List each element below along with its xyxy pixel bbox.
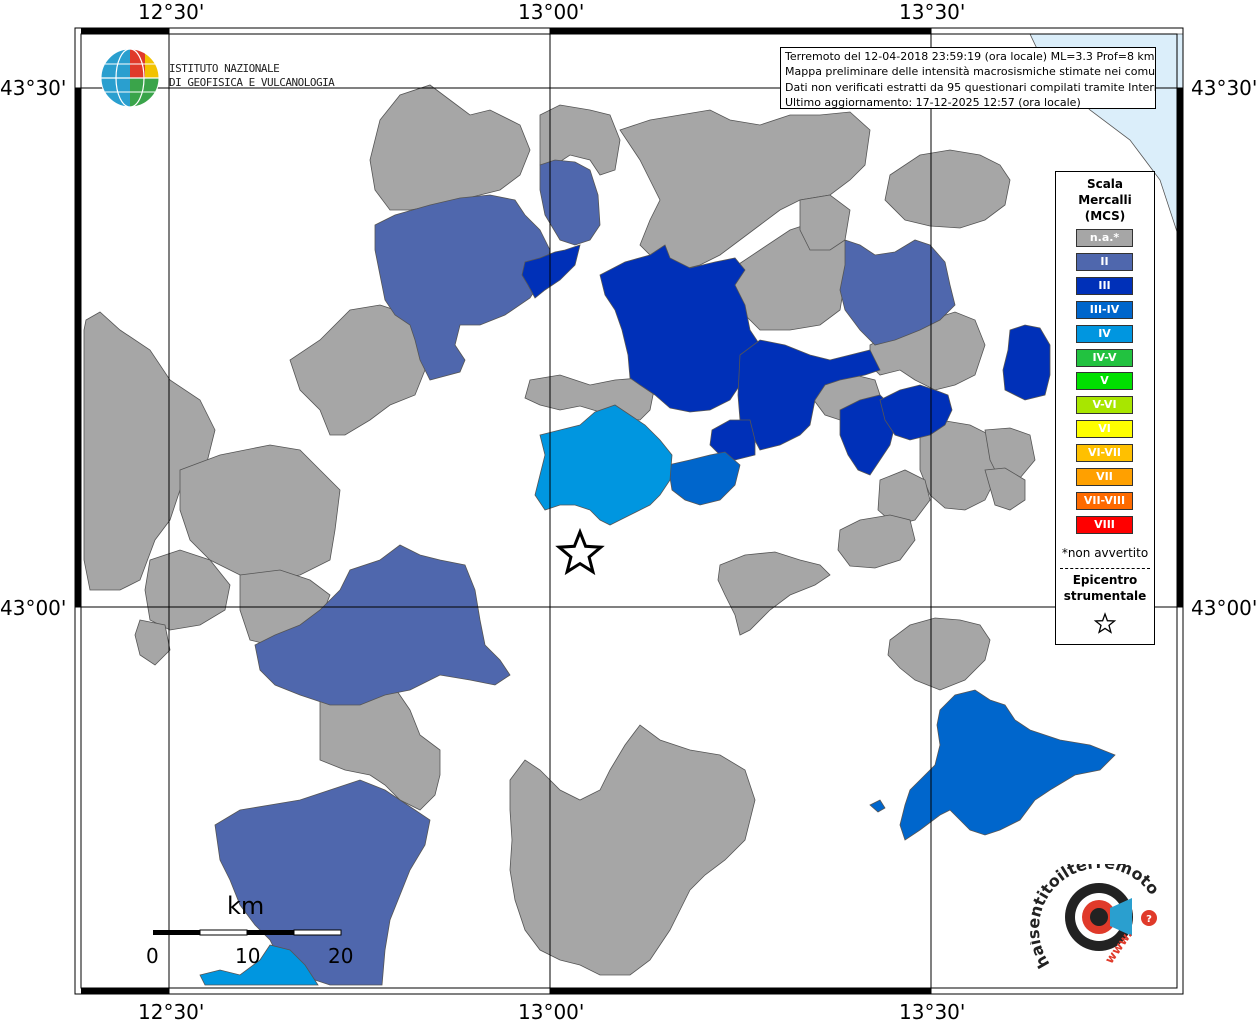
- legend-item: n.a.*: [1076, 229, 1133, 247]
- bottom-tick-label: 13°00': [518, 1000, 585, 1024]
- left-tick-label: 43°00': [0, 596, 67, 620]
- info-line-event: Terremoto del 12-04-2018 23:59:19 (ora l…: [785, 50, 1155, 63]
- legend-item: V: [1076, 372, 1133, 391]
- legend-item: VI: [1076, 420, 1133, 439]
- info-line-updated: Ultimo aggiornamento: 17-12-2025 12:57 (…: [785, 95, 1081, 109]
- legend-item: VII: [1076, 468, 1133, 486]
- info-line-description: Mappa preliminare delle intensità macros…: [785, 65, 1156, 79]
- municipalities-intensity-III-IV: [667, 451, 1116, 841]
- legend-separator: [1060, 568, 1150, 569]
- mcs-legend: Scala Mercalli (MCS) n.a.* II III III-IV IV I…: [1055, 171, 1155, 645]
- legend-note: *non avvertito: [1061, 546, 1149, 560]
- municipalities-intensity-IV: [199, 404, 673, 986]
- scale-tick: 10: [235, 944, 261, 968]
- municipalities-not-felt: [83, 84, 1036, 976]
- left-tick-label: 43°30': [0, 76, 67, 100]
- legend-item: IV-V: [1076, 348, 1133, 367]
- legend-title: Scala Mercalli (MCS): [1078, 177, 1132, 223]
- legend-item: III-IV: [1076, 300, 1133, 319]
- top-tick-label: 12°30': [138, 0, 205, 24]
- ingv-line1: ISTITUTO NAZIONALE: [169, 62, 280, 75]
- municipalities-intensity-II: [214, 159, 956, 986]
- scale-tick: 20: [328, 944, 354, 968]
- epicentre-star: [555, 527, 605, 576]
- top-tick-label: 13°00': [518, 0, 585, 24]
- legend-item: II: [1076, 252, 1133, 271]
- legend-item: VII-VIII: [1076, 491, 1133, 510]
- ingv-logo-globe: [100, 48, 160, 108]
- scale-unit: km: [227, 892, 265, 920]
- legend-item: VIII: [1076, 515, 1133, 534]
- ingv-line2: DI GEOFISICA E VULCANOLOGIA: [169, 76, 335, 89]
- info-line-data-source: Dati non verificati estratti da 95 quest…: [785, 80, 1156, 94]
- scale-bar: [153, 929, 342, 936]
- legend-item: III: [1076, 276, 1133, 295]
- right-tick-label: 43°30': [1191, 76, 1257, 100]
- hsit-logo: ?: [1065, 883, 1157, 951]
- legend-item: IV: [1076, 324, 1133, 343]
- right-tick-label: 43°00': [1191, 596, 1257, 620]
- legend-item: V-VI: [1076, 396, 1133, 415]
- top-tick-label: 13°30': [899, 0, 966, 24]
- bottom-tick-label: 13°30': [899, 1000, 966, 1024]
- ingv-logo-text: ISTITUTO NAZIONALE DI GEOFISICA E VULCAN…: [169, 62, 335, 90]
- municipalities-intensity-III: [521, 244, 1051, 476]
- earthquake-info-box: Terremoto del 12-04-2018 23:59:19 (ora l…: [780, 47, 1156, 109]
- legend-item: VI-VII: [1076, 444, 1133, 463]
- legend-epicentre-label: Epicentro strumentale: [1063, 573, 1147, 603]
- map-frame: [74, 27, 1184, 995]
- legend-star-icon: [1093, 612, 1117, 634]
- svg-text:?: ?: [1146, 914, 1152, 925]
- bottom-tick-label: 12°30': [138, 1000, 205, 1024]
- scale-tick: 0: [146, 944, 159, 968]
